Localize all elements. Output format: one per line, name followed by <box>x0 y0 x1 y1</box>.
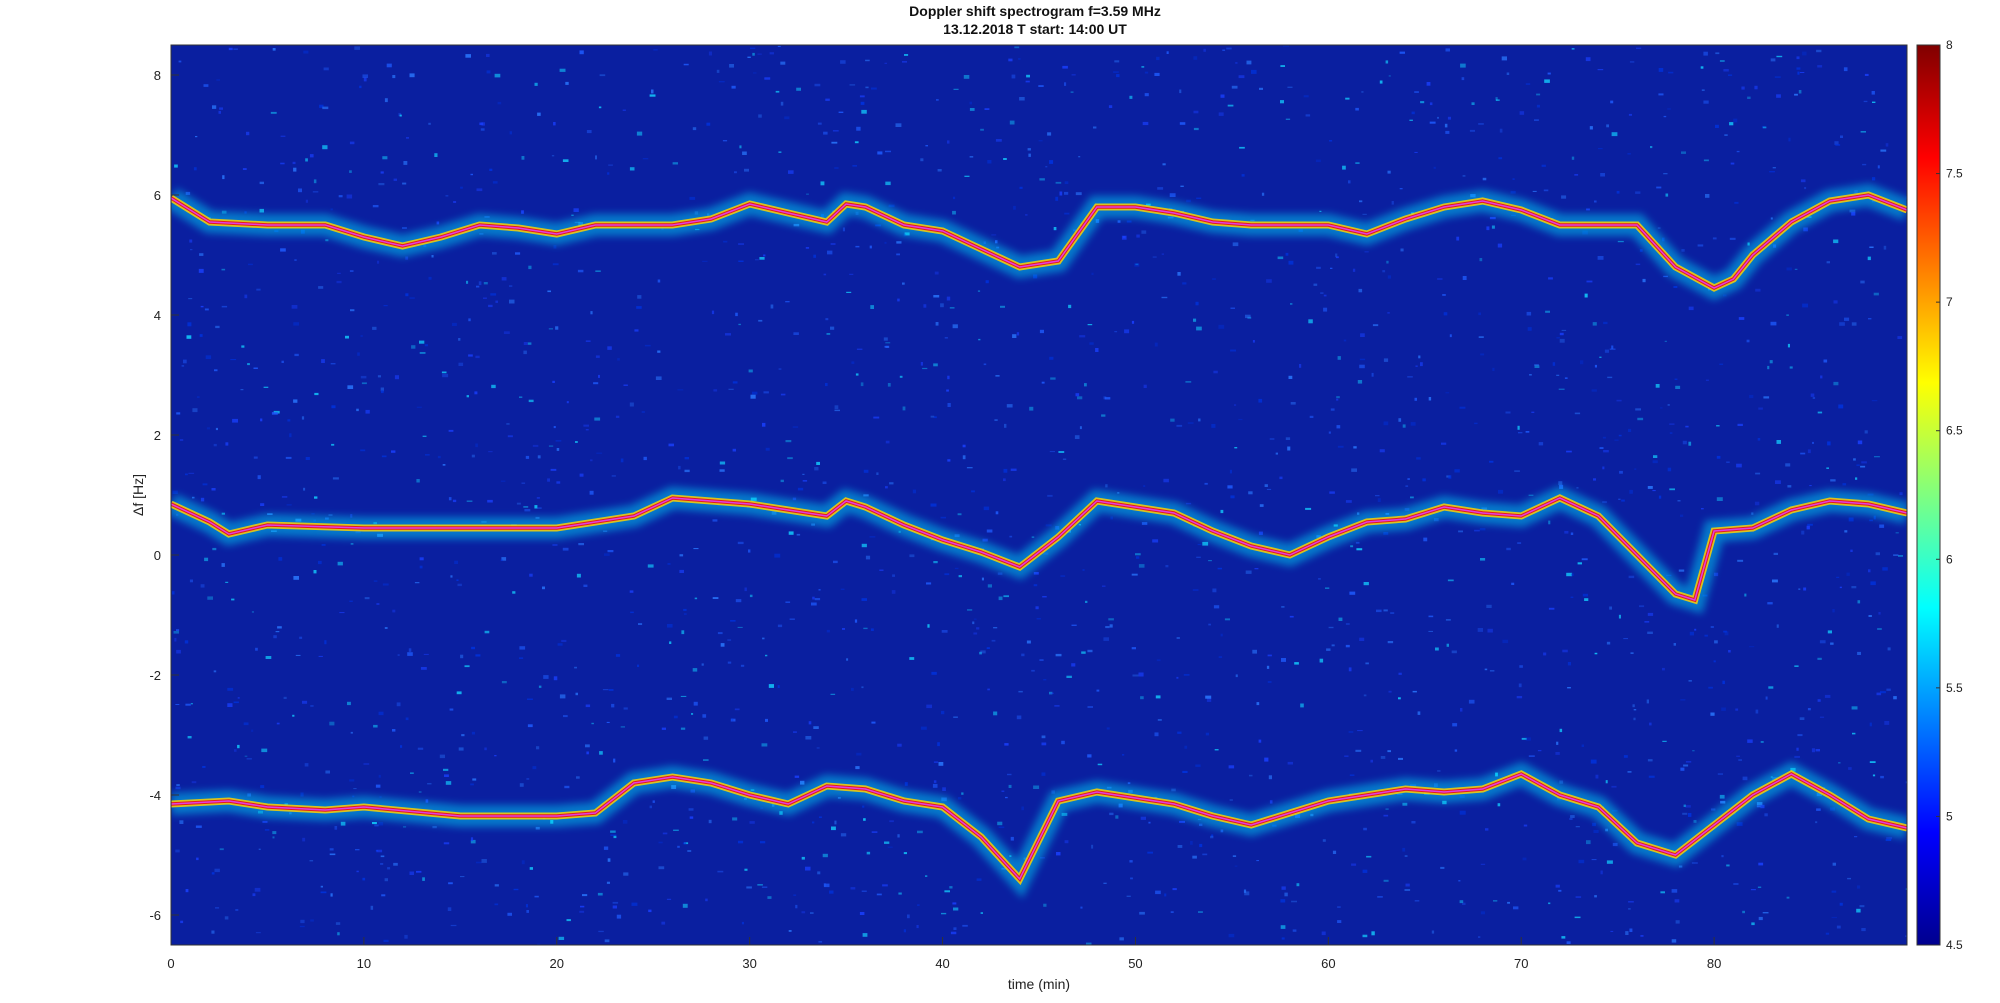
colorbar-axis: 4.5 5 5.5 6 6.5 7 7.5 8 <box>1936 38 1963 952</box>
colorbar-tick-label: 4.5 <box>1946 938 1963 952</box>
x-tick-label: 50 <box>1128 956 1142 971</box>
colorbar <box>1916 44 1941 946</box>
x-tick-label: 30 <box>742 956 756 971</box>
colorbar-tick-label: 6 <box>1946 552 1953 566</box>
trace-3-line <box>171 773 1907 881</box>
y-tick-label: -2 <box>149 668 161 683</box>
x-tick-label: 70 <box>1514 956 1528 971</box>
chart-title: Doppler shift spectrogram f=3.59 MHz <box>909 3 1161 19</box>
colorbar-tick-label: 5 <box>1946 809 1953 823</box>
y-tick-label: -6 <box>149 908 161 923</box>
colorbar-tick-label: 7 <box>1946 295 1953 309</box>
x-tick-label: 10 <box>357 956 371 971</box>
chart-subtitle: 13.12.2018 T start: 14:00 UT <box>943 21 1127 37</box>
y-axis: -6 -4 -2 0 2 4 6 8 <box>149 68 179 923</box>
trace-1-line <box>171 194 1907 289</box>
x-tick-label: 20 <box>550 956 564 971</box>
colorbar-tick-label: 6.5 <box>1946 424 1963 438</box>
y-tick-label: 4 <box>154 308 161 323</box>
y-tick-label: 0 <box>154 548 161 563</box>
x-axis: 0 10 20 30 40 50 60 70 80 <box>167 937 1721 971</box>
plot-background <box>171 45 1907 945</box>
x-tick-label: 0 <box>167 956 174 971</box>
y-tick-label: 8 <box>154 68 161 83</box>
colorbar-tick-label: 5.5 <box>1946 681 1963 695</box>
trace-layer <box>171 183 1907 899</box>
colorbar-tick-label: 8 <box>1946 38 1953 52</box>
plot-frame <box>170 44 1908 946</box>
y-tick-label: 6 <box>154 188 161 203</box>
y-tick-label: 2 <box>154 428 161 443</box>
x-axis-label: time (min) <box>1008 976 1070 992</box>
y-tick-label: -4 <box>149 788 161 803</box>
x-tick-label: 80 <box>1707 956 1721 971</box>
x-tick-label: 60 <box>1321 956 1335 971</box>
trace-2-line <box>171 497 1907 601</box>
colorbar-tick-label: 7.5 <box>1946 167 1963 181</box>
y-axis-label: Δf [Hz] <box>130 474 146 516</box>
x-tick-label: 40 <box>935 956 949 971</box>
